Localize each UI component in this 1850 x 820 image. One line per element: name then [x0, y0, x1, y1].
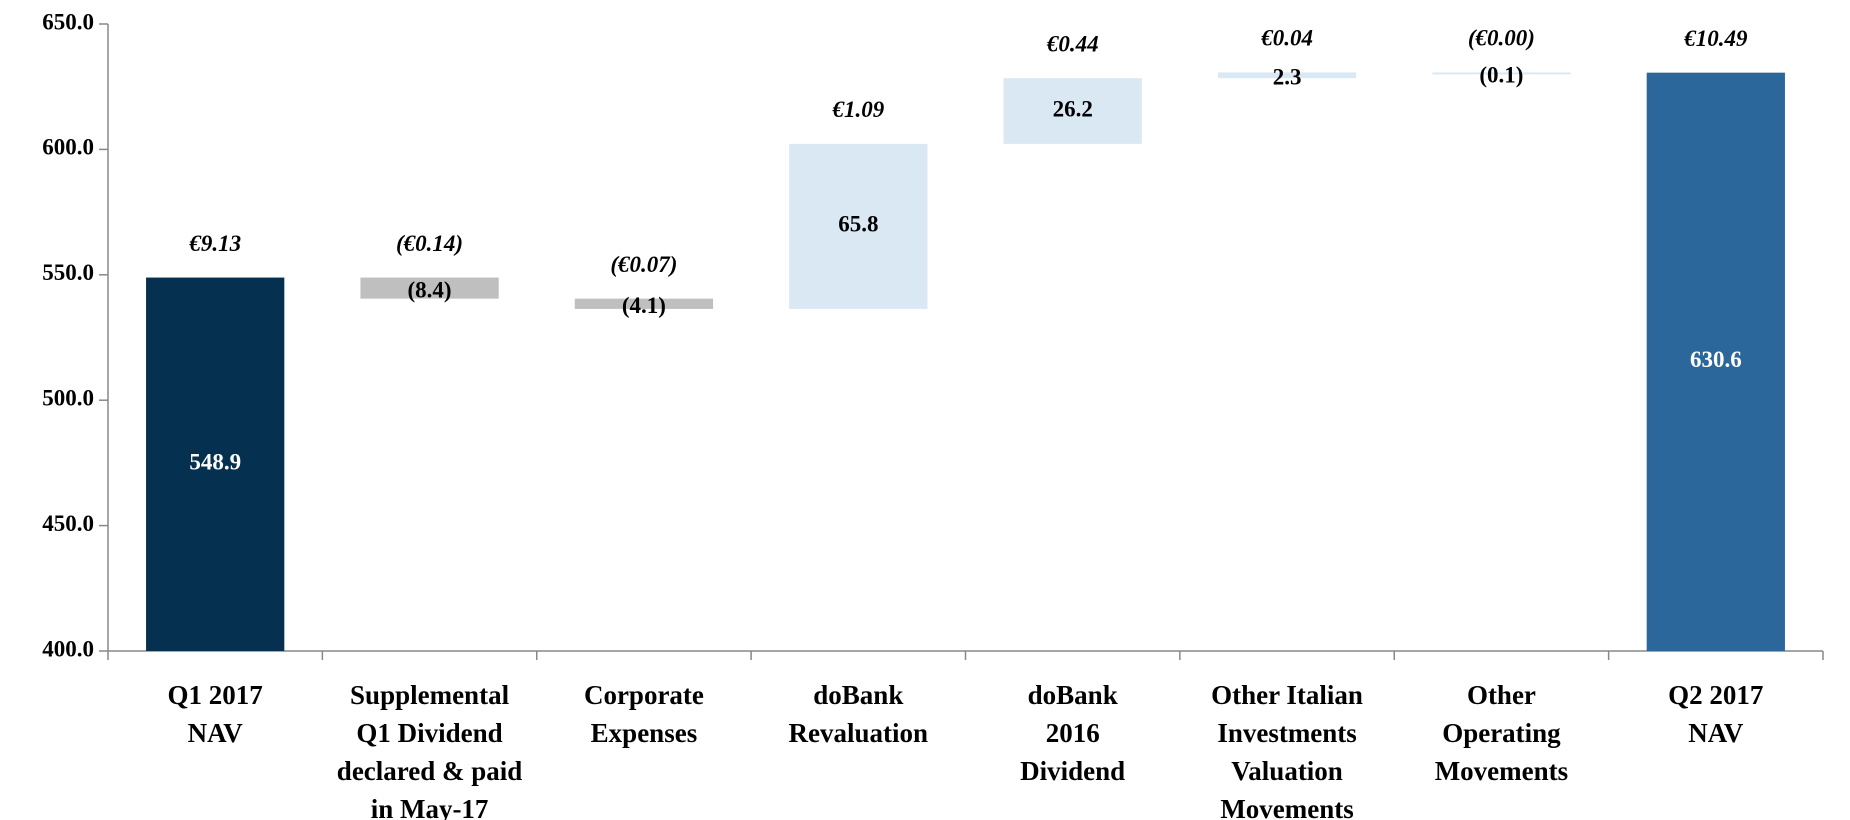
value-label: 630.6 [1690, 347, 1742, 372]
y-tick-label: 600.0 [42, 135, 94, 160]
x-tick-label: Other Italian Investments Valuation Move… [1211, 680, 1363, 820]
per-share-label: (€0.07) [610, 252, 677, 277]
per-share-label: €10.49 [1683, 26, 1748, 51]
bar [789, 143, 928, 309]
value-label: 2.3 [1273, 65, 1302, 90]
y-tick-label: 550.0 [42, 260, 94, 285]
per-share-label: €9.13 [188, 231, 241, 256]
value-label: 65.8 [838, 212, 878, 237]
x-tick-label: Corporate Expenses [583, 680, 704, 748]
x-tick-label: Q2 2017 NAV [1668, 680, 1764, 748]
bar [360, 277, 499, 299]
value-label: (8.4) [408, 277, 452, 302]
y-tick-label: 650.0 [42, 9, 94, 34]
bar [146, 277, 285, 651]
x-tick-label: doBank 2016 Dividend [1020, 680, 1126, 786]
bar [1003, 78, 1142, 144]
bar [1217, 72, 1357, 79]
x-tick-label: Other Operating Movements [1434, 680, 1569, 786]
per-share-label: €0.04 [1260, 26, 1313, 51]
x-tick-label: doBank Revaluation [788, 680, 929, 748]
y-tick-label: 500.0 [42, 385, 94, 410]
value-label: (0.1) [1479, 63, 1523, 88]
per-share-label: (€0.00) [1468, 26, 1535, 51]
y-tick-label: 400.0 [42, 636, 94, 661]
value-label: (4.1) [622, 293, 666, 318]
per-share-label: (€0.14) [396, 231, 463, 256]
value-label: 26.2 [1053, 96, 1093, 121]
y-tick-label: 450.0 [42, 511, 94, 536]
bar [1646, 72, 1785, 651]
x-tick-label: Q1 2017 NAV [167, 680, 263, 748]
per-share-label: €1.09 [831, 97, 884, 122]
bar [574, 298, 714, 309]
bar [1432, 72, 1571, 75]
value-label: 548.9 [189, 450, 241, 475]
x-tick-label: Supplemental Q1 Dividend declared & paid… [336, 680, 523, 820]
per-share-label: €0.44 [1046, 31, 1099, 56]
